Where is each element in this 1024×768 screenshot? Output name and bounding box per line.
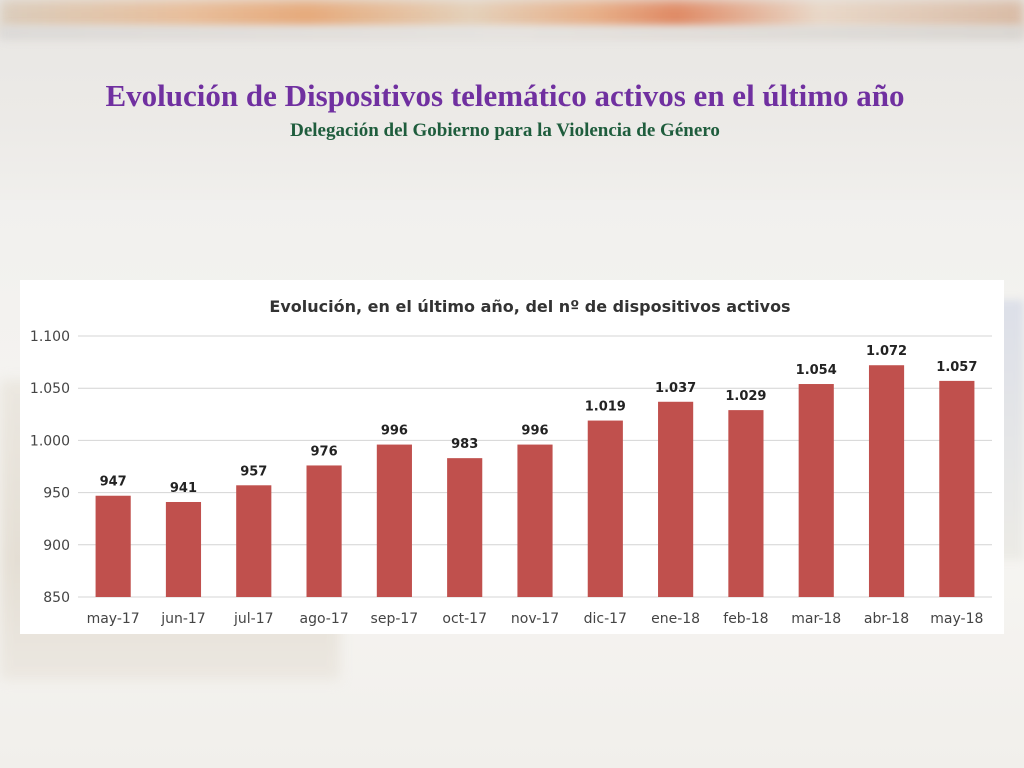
y-tick-label: 1.000 bbox=[30, 433, 70, 449]
bar bbox=[376, 444, 412, 597]
x-tick-label: feb-18 bbox=[723, 611, 768, 627]
background-stripe bbox=[0, 0, 1024, 30]
x-tick-label: jul-17 bbox=[233, 611, 274, 627]
data-label: 1.029 bbox=[725, 389, 766, 404]
y-tick-label: 850 bbox=[43, 590, 70, 606]
bars bbox=[95, 365, 975, 597]
y-tick-label: 900 bbox=[43, 538, 70, 554]
data-label: 996 bbox=[381, 424, 408, 439]
bar bbox=[236, 485, 272, 597]
bar bbox=[517, 444, 553, 597]
y-axis: 850 900 950 1.000 1.050 1.100 bbox=[30, 329, 70, 606]
bar bbox=[447, 458, 483, 597]
data-label: 957 bbox=[240, 464, 267, 479]
x-tick-label: dic-17 bbox=[584, 611, 627, 627]
background-stripe-secondary bbox=[0, 26, 1024, 40]
data-label: 1.037 bbox=[655, 381, 696, 396]
x-tick-label: abr-18 bbox=[864, 611, 909, 627]
data-label: 996 bbox=[521, 424, 548, 439]
x-tick-label: jun-17 bbox=[160, 611, 206, 627]
data-label: 941 bbox=[170, 481, 197, 496]
data-label: 947 bbox=[100, 475, 127, 490]
data-label: 1.057 bbox=[936, 360, 977, 375]
x-axis: may-17 jun-17 jul-17 ago-17 sep-17 oct-17 nov-… bbox=[87, 611, 984, 627]
x-tick-label: nov-17 bbox=[511, 611, 559, 627]
x-tick-label: may-18 bbox=[930, 611, 983, 627]
bar bbox=[868, 365, 905, 597]
chart-title: Evolución, en el último año, del nº de d… bbox=[269, 297, 790, 316]
x-tick-label: ene-18 bbox=[651, 611, 700, 627]
data-label: 1.054 bbox=[796, 363, 837, 378]
y-tick-label: 1.050 bbox=[30, 381, 70, 397]
data-labels: 947 941 957 976 996 983 996 1.019 1.037 1.029 1.05… bbox=[100, 344, 978, 496]
bar bbox=[165, 501, 202, 597]
bar bbox=[939, 380, 975, 597]
bar-chart: Evolución, en el último año, del nº de d… bbox=[30, 297, 992, 627]
bar bbox=[798, 384, 834, 597]
x-tick-label: may-17 bbox=[87, 611, 140, 627]
data-label: 1.019 bbox=[585, 400, 626, 415]
bar bbox=[728, 410, 764, 597]
slide-title: Evolución de Dispositivos telemático act… bbox=[105, 78, 905, 113]
x-tick-label: mar-18 bbox=[791, 611, 841, 627]
data-label: 1.072 bbox=[866, 344, 907, 359]
y-tick-label: 950 bbox=[43, 486, 70, 502]
slide-subtitle: Delegación del Gobierno para la Violenci… bbox=[290, 120, 720, 141]
bar bbox=[306, 465, 342, 597]
chart-panel: Evolución, en el último año, del nº de d… bbox=[20, 280, 1004, 634]
x-tick-label: sep-17 bbox=[371, 611, 419, 627]
data-label: 983 bbox=[451, 437, 478, 452]
data-label: 976 bbox=[311, 444, 338, 459]
y-tick-label: 1.100 bbox=[30, 329, 70, 345]
x-tick-label: ago-17 bbox=[299, 611, 348, 627]
bar bbox=[587, 420, 623, 597]
bar bbox=[95, 495, 131, 597]
x-tick-label: oct-17 bbox=[442, 611, 487, 627]
bar bbox=[658, 401, 694, 597]
